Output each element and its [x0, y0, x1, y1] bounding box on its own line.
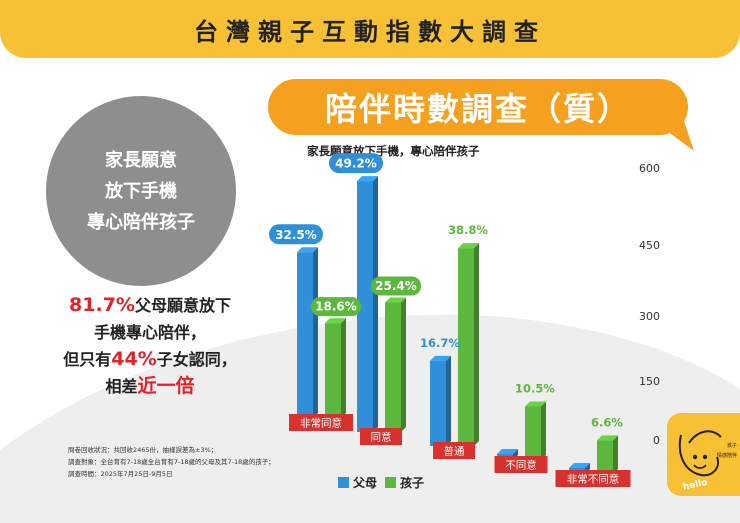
- category-label-3: 不同意: [494, 456, 548, 473]
- svg-text:非常同意: 非常同意: [300, 417, 342, 430]
- summary-line-1: 81.7%父母願意放下: [30, 292, 270, 319]
- y-tick-label: 150: [639, 375, 660, 388]
- data-label-parent-2: 16.7%: [420, 336, 460, 350]
- svg-text:普通: 普通: [444, 445, 465, 458]
- summary-child-percent: 44%: [111, 348, 157, 370]
- y-tick-label: 0: [653, 434, 660, 447]
- bar-data-labels: 32.5% 18.6% 49.2% 25.4% 16.7% 38.8% 10.5% 6.6%: [269, 153, 623, 429]
- svg-text:父母: 父母: [352, 476, 377, 490]
- bar-parent-2: [430, 355, 451, 446]
- footnote-line-2: 調查對象：全台育有7-18歲全台育有7-18歲的父母及其7-18歲的孩子；: [68, 458, 275, 466]
- survey-footnote: 問卷回收狀況：共回收2465份，抽樣誤差為±3%； 調查對象：全台育有7-18歲…: [68, 444, 308, 480]
- summary-line-3-post: 子女認同，: [156, 350, 237, 369]
- svg-text:49.2%: 49.2%: [335, 157, 377, 171]
- brand-logo: 孩子 情感陪伴 hello: [667, 413, 740, 496]
- legend-item-child: 孩子: [385, 475, 424, 490]
- circle-line-1: 家長願意: [105, 149, 177, 171]
- data-label-child-2: 38.8%: [448, 223, 488, 237]
- bar-child-0: [325, 318, 346, 418]
- title-bubble: 陪伴時數調查（質）: [268, 79, 694, 151]
- brand-mascot-icon: 孩子 情感陪伴 hello: [678, 430, 737, 493]
- logo-text-2: 情感陪伴: [717, 452, 737, 459]
- circle-line-3: 專心陪伴孩子: [87, 211, 195, 233]
- header-bar: 台灣親子互動指數大調查: [0, 0, 740, 58]
- bar-child-2: [458, 243, 479, 446]
- summary-parent-percent: 81.7%: [69, 294, 135, 316]
- chart-legend: 父母 孩子: [338, 475, 424, 490]
- svg-text:不同意: 不同意: [505, 459, 537, 472]
- svg-text:孩子: 孩子: [400, 475, 424, 490]
- y-axis-ticks: 600 450 300 150 0: [639, 162, 660, 447]
- title-bubble-body: 陪伴時數調查（質）: [268, 79, 688, 135]
- bar-parent-0: [297, 247, 318, 418]
- bar-child-4: [597, 435, 618, 474]
- legend-item-parent: 父母: [338, 476, 377, 490]
- y-tick-label: 450: [639, 239, 660, 252]
- svg-text:同意: 同意: [371, 431, 392, 444]
- footnote-line-3: 調查時間：2025年7月25日-9月5日: [68, 470, 173, 478]
- svg-text:18.6%: 18.6%: [315, 300, 357, 314]
- summary-line-3: 但只有44%子女認同，: [30, 346, 270, 373]
- summary-line-4: 相差近一倍: [30, 373, 270, 400]
- summary-gap-highlight: 近一倍: [137, 375, 195, 397]
- bubble-tail-shape: [654, 121, 694, 151]
- title-bubble-text: 陪伴時數調查（質）: [324, 90, 631, 128]
- category-label-2: 普通: [433, 442, 475, 459]
- header-title: 台灣親子互動指數大調查: [194, 17, 546, 46]
- svg-text:非常不同意: 非常不同意: [567, 473, 620, 486]
- data-label-child-4: 6.6%: [591, 415, 623, 429]
- data-label-parent-0: 32.5%: [269, 224, 323, 245]
- summary-line-3-pre: 但只有: [63, 350, 112, 369]
- svg-text:25.4%: 25.4%: [375, 279, 417, 293]
- category-label-0: 非常同意: [289, 414, 353, 431]
- data-label-child-3: 10.5%: [515, 381, 555, 395]
- circle-line-2: 放下手機: [105, 180, 177, 202]
- summary-line-2: 手機專心陪伴，: [93, 323, 206, 342]
- bar-child-1: [385, 297, 406, 432]
- footnote-line-1: 問卷回收狀況：共回收2465份，抽樣誤差為±3%；: [68, 446, 218, 454]
- summary-line-4-pre: 相差: [105, 377, 138, 396]
- logo-text-3: hello: [682, 478, 708, 493]
- y-tick-label: 600: [639, 162, 660, 175]
- bar-series: [297, 176, 618, 474]
- summary-text: 81.7%父母願意放下 手機專心陪伴， 但只有44%子女認同， 相差近一倍: [30, 292, 270, 400]
- bar-parent-1: [357, 176, 378, 432]
- y-tick-label: 300: [639, 310, 660, 323]
- bar-child-3: [525, 401, 546, 460]
- summary-line-1-text: 父母願意放下: [134, 296, 231, 315]
- highlight-circle: 家長願意 放下手機 專心陪伴孩子: [46, 96, 236, 286]
- logo-text-1: 孩子: [727, 442, 737, 449]
- category-label-1: 同意: [360, 428, 402, 445]
- category-label-4: 非常不同意: [555, 470, 631, 487]
- data-label-parent-1: 49.2%: [329, 153, 383, 174]
- data-label-child-0: 18.6%: [311, 297, 361, 317]
- svg-text:32.5%: 32.5%: [275, 228, 317, 242]
- data-label-child-1: 25.4%: [371, 276, 421, 296]
